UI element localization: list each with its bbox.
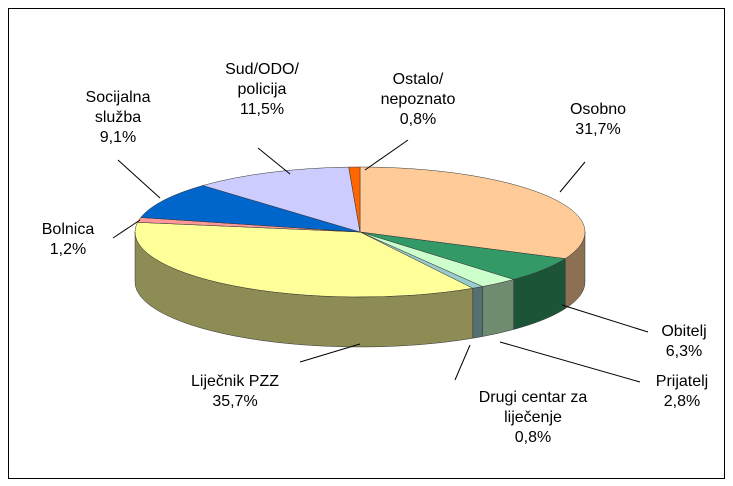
value-label: 0,8% bbox=[514, 429, 552, 446]
category-label: Prijatelj bbox=[655, 373, 709, 390]
slice bbox=[134, 222, 474, 298]
slice-label: Bolnica 1,2% bbox=[42, 220, 94, 260]
slice-label: Prijatelj 2,8% bbox=[656, 372, 708, 412]
value-label: 31,7% bbox=[575, 121, 621, 138]
leader-line bbox=[561, 304, 649, 333]
leader-line bbox=[559, 161, 586, 193]
slice bbox=[140, 185, 361, 233]
leader-line bbox=[364, 139, 409, 171]
slice bbox=[348, 166, 361, 233]
slice-label: Liječnik PZZ 35,7% bbox=[191, 372, 279, 412]
leader-line bbox=[299, 343, 361, 363]
value-label: 35,7% bbox=[212, 393, 258, 410]
slice-label: Socijalna služba 9,1% bbox=[86, 88, 151, 148]
value-label: 6,3% bbox=[665, 343, 703, 360]
leader-line bbox=[112, 219, 141, 239]
value-label: 9,1% bbox=[99, 129, 137, 146]
value-label: 0,8% bbox=[399, 111, 437, 128]
category-label: Liječnik PZZ bbox=[190, 373, 280, 390]
slice-side bbox=[472, 286, 483, 339]
slice-label: Obitelj 6,3% bbox=[661, 322, 706, 362]
category-label: Bolnica bbox=[41, 221, 95, 238]
slice-label: Drugi centar za liječenje 0,8% bbox=[479, 388, 588, 448]
leader-line bbox=[117, 159, 161, 199]
category-label: Obitelj bbox=[661, 323, 707, 340]
category-label: Osobno bbox=[569, 101, 627, 118]
category-label: Sud/ODO/ policija bbox=[225, 61, 299, 98]
leader-line bbox=[454, 344, 471, 381]
slice-label: Ostalo/ nepoznato 0,8% bbox=[381, 70, 456, 130]
value-label: 1,2% bbox=[49, 241, 87, 258]
leader-line bbox=[257, 147, 291, 175]
slice-side bbox=[482, 279, 514, 337]
category-label: Socijalna služba bbox=[85, 89, 151, 126]
slice-label: Osobno 31,7% bbox=[570, 100, 626, 140]
category-label: Drugi centar za liječenje bbox=[478, 389, 588, 426]
value-label: 2,8% bbox=[663, 393, 701, 410]
category-label: Ostalo/ nepoznato bbox=[380, 71, 456, 108]
slice bbox=[359, 166, 586, 259]
slice-label: Sud/ODO/ policija 11,5% bbox=[225, 60, 299, 120]
value-label: 11,5% bbox=[239, 101, 285, 118]
slice bbox=[201, 166, 361, 233]
leader-line bbox=[499, 341, 641, 383]
